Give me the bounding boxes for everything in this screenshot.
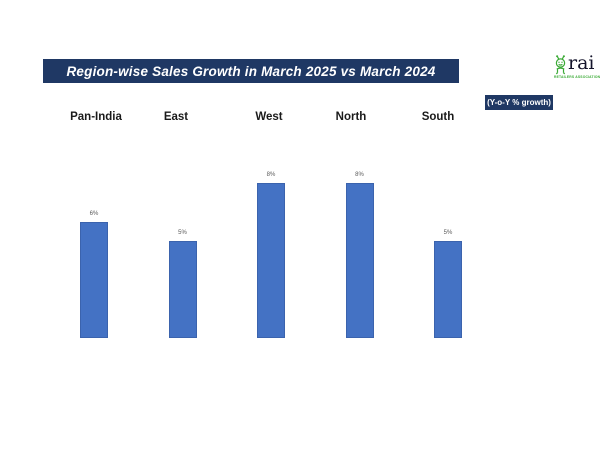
data-label-south: 5% [443, 230, 453, 236]
bar-north [345, 182, 374, 338]
logo-tagline: RETAILERS ASSOCIATION OF INDIA [554, 75, 600, 79]
bar-west [257, 182, 285, 338]
chart-title: Region-wise Sales Growth in March 2025 v… [66, 63, 436, 79]
category-label-north: North [335, 111, 367, 123]
data-label-pan-india: 6% [89, 210, 99, 217]
bar-pan-india [80, 221, 108, 338]
rai-logo: rai RETAILERS ASSOCIATION OF INDIA [553, 52, 600, 81]
category-label-south: South [421, 111, 455, 123]
bar-south [434, 241, 462, 338]
category-label-west: West [255, 111, 283, 123]
data-label-east: 5% [178, 230, 187, 236]
logo-wordmark: rai [568, 52, 595, 74]
robot-mascot-icon [553, 54, 568, 80]
yoy-growth-badge-label: (Y-o-Y % growth) [487, 98, 551, 107]
bar-east [168, 241, 197, 338]
yoy-growth-badge: (Y-o-Y % growth) [485, 95, 553, 110]
data-label-west: 8% [266, 171, 276, 178]
category-label-east: East [163, 111, 189, 123]
data-label-north: 8% [355, 171, 364, 178]
title-banner: Region-wise Sales Growth in March 2025 v… [43, 59, 459, 83]
category-label-pan-india: Pan-India [70, 111, 122, 123]
